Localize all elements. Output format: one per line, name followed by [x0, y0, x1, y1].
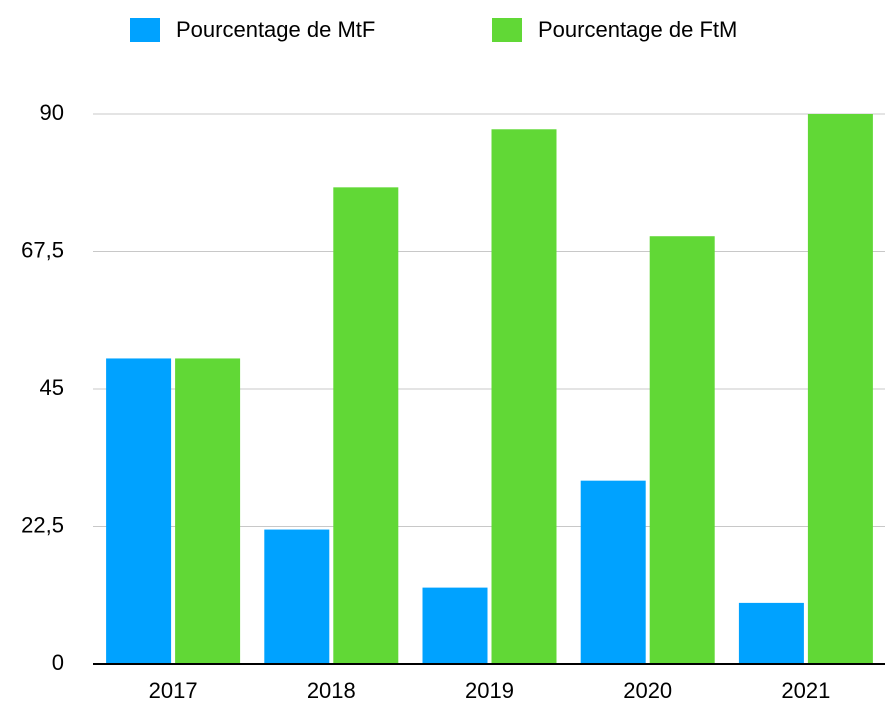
y-tick-label: 45: [40, 375, 64, 400]
bar: [649, 236, 715, 664]
x-tick-label: 2019: [465, 678, 514, 703]
bar: [106, 358, 172, 664]
bar: [175, 358, 241, 664]
x-tick-label: 2021: [781, 678, 830, 703]
bar: [738, 602, 804, 664]
legend-swatch: [130, 18, 160, 42]
bar: [580, 480, 646, 664]
bar: [422, 587, 488, 664]
y-tick-label: 0: [52, 650, 64, 675]
legend-swatch: [492, 18, 522, 42]
y-tick-label: 67,5: [21, 237, 64, 262]
y-tick-label: 90: [40, 100, 64, 125]
x-tick-label: 2020: [623, 678, 672, 703]
x-tick-label: 2018: [307, 678, 356, 703]
y-tick-label: 22,5: [21, 512, 64, 537]
bar: [807, 114, 873, 664]
legend-label: Pourcentage de MtF: [176, 17, 375, 42]
legend-label: Pourcentage de FtM: [538, 17, 737, 42]
bar: [264, 529, 330, 664]
bar: [333, 187, 399, 665]
x-tick-label: 2017: [149, 678, 198, 703]
bar: [491, 129, 557, 664]
